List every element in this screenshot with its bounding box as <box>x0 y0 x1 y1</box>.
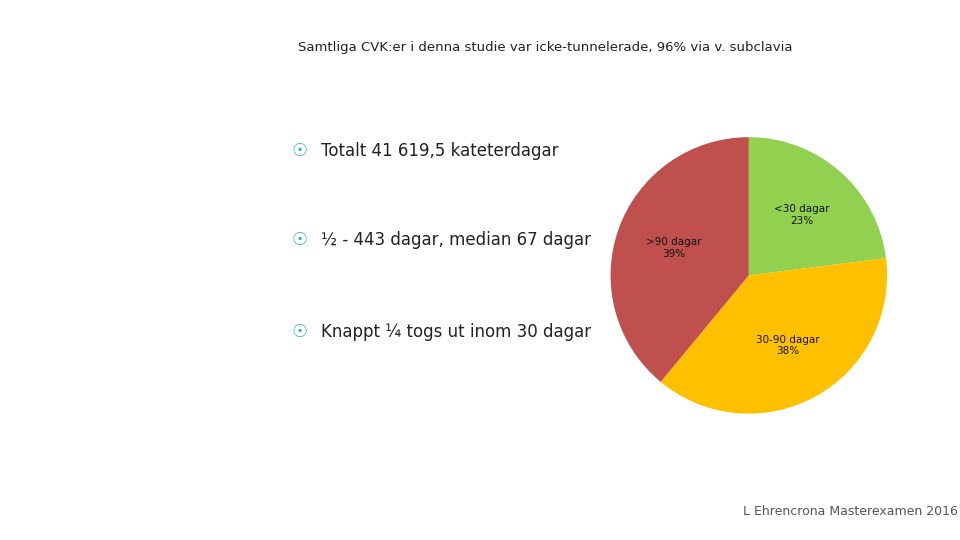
Text: 30-90 dagar
38%: 30-90 dagar 38% <box>756 335 819 356</box>
Text: >90 dagar
39%: >90 dagar 39% <box>646 238 701 259</box>
Text: <30 dagar
23%: <30 dagar 23% <box>774 205 829 226</box>
Text: Samtliga CVK:er i denna studie var icke-tunnelerade, 96% via v. subclavia: Samtliga CVK:er i denna studie var icke-… <box>298 40 793 53</box>
Text: Totalt 41 619,5 kateterdagar: Totalt 41 619,5 kateterdagar <box>321 142 559 160</box>
Text: L Ehrencrona Masterexamen 2016: L Ehrencrona Masterexamen 2016 <box>743 505 958 518</box>
Wedge shape <box>749 137 886 275</box>
Text: Knappt ¼ togs ut inom 30 dagar: Knappt ¼ togs ut inom 30 dagar <box>321 323 591 341</box>
Text: ☉: ☉ <box>292 142 307 160</box>
Text: Behandlingstid: Behandlingstid <box>27 117 263 145</box>
Text: ☉: ☉ <box>292 231 307 249</box>
Text: ☉: ☉ <box>292 323 307 341</box>
Wedge shape <box>611 137 749 382</box>
Text: ½ - 443 dagar, median 67 dagar: ½ - 443 dagar, median 67 dagar <box>321 231 591 249</box>
Wedge shape <box>660 258 887 414</box>
Text: Retrospektiv studie OP4
SU/S 2014
Onkologpatienter: Retrospektiv studie OP4 SU/S 2014 Onkolo… <box>27 371 178 426</box>
